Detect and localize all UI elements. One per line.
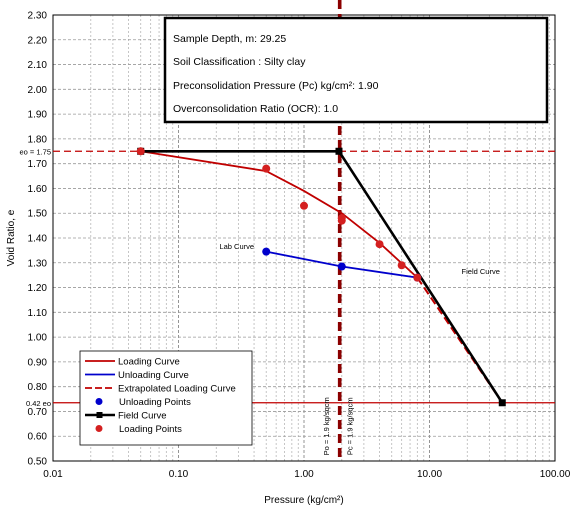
- y-tick-label: 1.20: [28, 283, 48, 294]
- y-tick-label: 2.00: [28, 85, 48, 96]
- reference-line-label: Pc = 1.9 kg/sqcm: [345, 397, 354, 455]
- data-point: [397, 261, 406, 270]
- y-tick-label: 1.60: [28, 184, 48, 195]
- y-tick-label: 1.30: [28, 258, 48, 269]
- curve-annotation: Field Curve: [462, 267, 500, 276]
- info-line: Overconsolidation Ratio (OCR): 1.0: [173, 103, 338, 115]
- info-box-frame: [163, 16, 549, 124]
- y-tick-label: 1.40: [28, 234, 48, 245]
- legend-entry-label: Unloading Points: [119, 397, 191, 408]
- y-tick-label: 0.90: [28, 357, 48, 368]
- x-tick-label: 1.00: [294, 469, 314, 480]
- info-line: Soil Classification : Silty clay: [173, 56, 306, 68]
- reference-line-label: Po = 1.9 kg/sqcm: [322, 397, 331, 455]
- data-point: [262, 164, 271, 173]
- y-tick-label: 0.50: [28, 457, 48, 468]
- legend-entry-label: Unloading Curve: [118, 370, 189, 381]
- series-square-marker: [498, 399, 506, 407]
- x-tick-label: 10.00: [417, 469, 442, 480]
- data-point: [375, 240, 384, 249]
- legend-swatch: [95, 398, 103, 405]
- data-point: [337, 262, 346, 271]
- y-tick-label: 1.10: [28, 308, 48, 319]
- info-box: Sample Depth, m: 29.25 Soil Classificatio…: [163, 16, 549, 124]
- y-tick-label: 1.50: [28, 209, 48, 220]
- series: [136, 147, 506, 407]
- y-tick-label: 2.10: [28, 60, 48, 71]
- legend-frame: [79, 350, 253, 446]
- x-tick-label: 0.01: [43, 469, 63, 480]
- reference-line-label: 0.42 eo: [26, 399, 51, 408]
- y-tick-label: 0.80: [28, 382, 48, 393]
- legend-swatch: [95, 425, 103, 432]
- data-point: [136, 147, 145, 156]
- y-tick-label: 2.30: [28, 11, 48, 22]
- y-tick-label: 0.70: [28, 407, 48, 418]
- info-line: Sample Depth, m: 29.25: [173, 33, 286, 45]
- y-tick-label: 1.80: [28, 134, 48, 145]
- y-tick-label: 2.20: [28, 35, 48, 46]
- legend: Loading Curve Unloading Curve Extrapolated…: [79, 350, 253, 446]
- series-square-marker: [335, 147, 343, 155]
- curve-annotation: Lab Curve: [219, 242, 254, 251]
- axes: 0.50 0.60 0.70 0.80 0.90 1.00 1.10 1.20 1.30 1.40…: [6, 11, 571, 507]
- data-point: [300, 201, 308, 210]
- x-axis-title: Pressure (kg/cm²): [264, 495, 343, 506]
- reference-line-label: eo = 1.75: [20, 147, 52, 156]
- data-point: [262, 247, 271, 256]
- legend-entry-label: Extrapolated Loading Curve: [118, 384, 236, 395]
- x-tick-label: 100.00: [540, 469, 571, 480]
- y-tick-label: 1.00: [28, 333, 48, 344]
- legend-swatch-marker: [96, 412, 103, 418]
- legend-entry-label: Field Curve: [118, 411, 167, 422]
- data-point: [337, 216, 346, 225]
- y-tick-label: 1.70: [28, 159, 48, 170]
- series-line: [140, 150, 418, 279]
- annotations: Lab Curve Field Curve: [219, 242, 499, 276]
- legend-entry-label: Loading Curve: [118, 357, 180, 368]
- x-tick-label: 0.10: [169, 469, 189, 480]
- info-line: Preconsolidation Pressure (Pc) kg/cm²: 1…: [173, 80, 379, 92]
- y-tick-label: 1.90: [28, 110, 48, 121]
- legend-entry-label: Loading Points: [119, 424, 182, 435]
- data-point: [413, 273, 422, 282]
- y-axis-title: Void Ratio, e: [6, 209, 17, 266]
- y-tick-label: 0.60: [28, 432, 48, 443]
- plot-frame: [52, 14, 556, 462]
